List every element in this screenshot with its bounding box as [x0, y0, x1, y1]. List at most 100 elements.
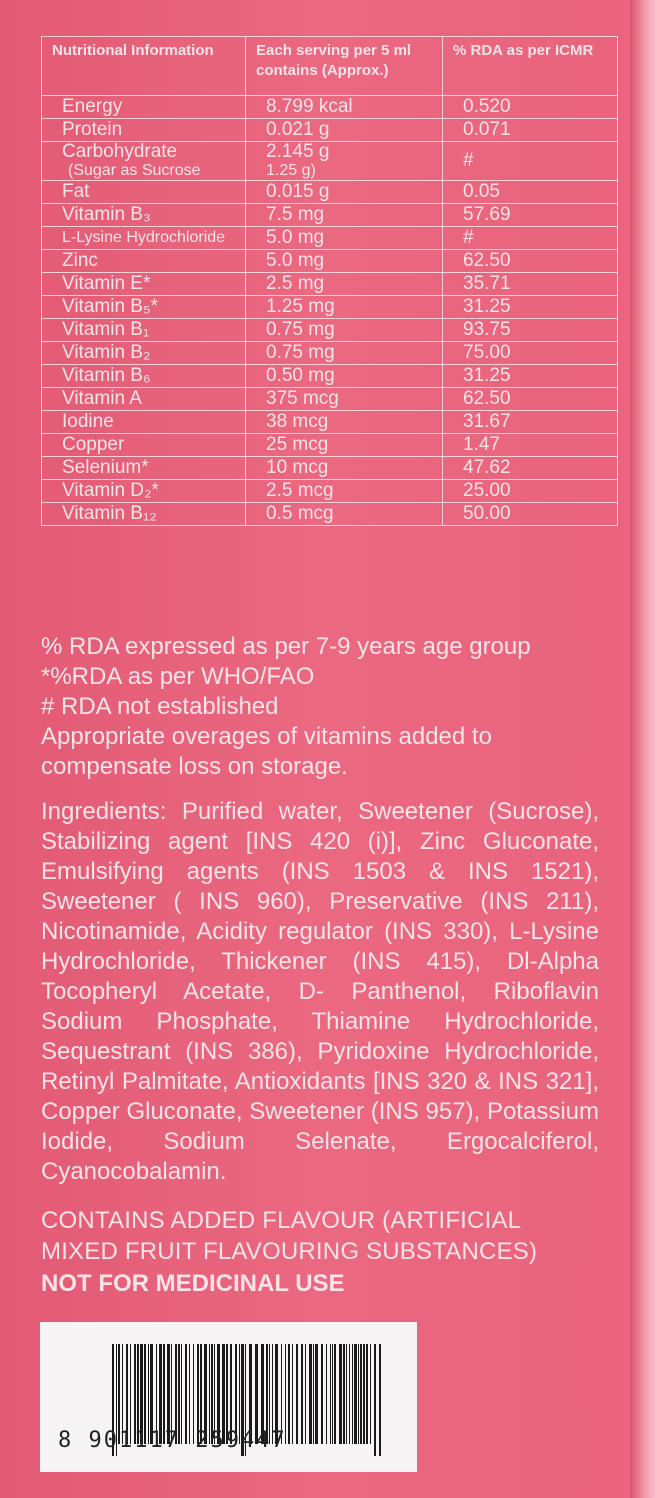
- cell-text: 2.145 g: [266, 141, 330, 162]
- nutrition-row: Vitamin B₅* 1.25 mg 31.25: [41, 295, 618, 319]
- cell-text: L-Lysine Hydrochloride: [62, 229, 226, 246]
- nutrient-rda: 0.071: [442, 118, 618, 142]
- barcode-bar: [204, 1344, 207, 1444]
- barcode-bar: [249, 1344, 252, 1444]
- barcode-bar: [330, 1344, 331, 1444]
- barcode-bar: [296, 1344, 298, 1444]
- cell-text: Vitamin B₅*: [62, 296, 159, 317]
- nutrient-amount: 0.75 mg: [245, 318, 443, 342]
- nutrient-rda: #: [442, 141, 618, 181]
- nutrient-name: Selenium*: [41, 456, 246, 480]
- barcode-bar: [217, 1344, 220, 1444]
- barcode-bar: [181, 1344, 182, 1444]
- cell-text: 0.05: [463, 181, 500, 202]
- cell-text: 0.520: [463, 96, 511, 117]
- nutrition-row: Selenium* 10 mcg 47.62: [41, 456, 618, 480]
- cell-text: Copper: [62, 434, 125, 455]
- nutrient-amount: 0.50 mg: [245, 364, 443, 388]
- nutrient-rda: 31.25: [442, 295, 618, 319]
- cell-text: 0.021 g: [266, 119, 330, 140]
- barcode-bar: [292, 1344, 293, 1444]
- nutrient-rda: 1.47: [442, 433, 618, 457]
- nutrient-amount: 5.0 mg: [245, 226, 443, 250]
- barcode-bar: [354, 1344, 357, 1444]
- nutrient-name: Energy: [41, 95, 246, 119]
- cell-text: 7.5 mg: [266, 204, 325, 225]
- barcode-bar: [313, 1344, 314, 1444]
- cell-text: Zinc: [62, 250, 98, 271]
- barcode-bar: [346, 1344, 347, 1444]
- cell-text: 75.00: [463, 342, 511, 363]
- barcode-bar: [360, 1344, 362, 1444]
- nutrient-name: Vitamin A: [41, 387, 246, 411]
- cell-text: 2.5 mg: [266, 273, 325, 294]
- ingredients-text: Ingredients: Purified water, Sweetener (…: [41, 798, 599, 1185]
- nutrition-row: Vitamin B₁ 0.75 mg 93.75: [41, 318, 618, 342]
- cell-text: 25.00: [463, 480, 511, 501]
- nutrient-rda: 0.05: [442, 180, 618, 204]
- barcode-bar: [226, 1344, 228, 1444]
- barcode-bar: [130, 1344, 131, 1444]
- barcode-bar: [148, 1344, 149, 1444]
- nutrition-row: Vitamin E* 2.5 mg 35.71: [41, 272, 618, 296]
- nutrient-amount: 10 mcg: [245, 456, 443, 480]
- cell-text: 25 mcg: [266, 434, 329, 455]
- nutrition-row: Carbohydrate (Sugar as Sucrose 2.145 g 1.25…: [41, 141, 618, 181]
- header-nutritional-information: Nutritional Information: [41, 36, 246, 96]
- cell-text: Vitamin D₂*: [62, 480, 159, 501]
- cell-text: 47.62: [463, 457, 511, 478]
- barcode-bar: [175, 1344, 177, 1444]
- barcode-bar: [315, 1344, 318, 1444]
- nutrient-rda: 75.00: [442, 341, 618, 365]
- barcode-bar: [230, 1344, 232, 1444]
- barcode-bar: [126, 1344, 128, 1444]
- nutrient-rda: 50.00: [442, 502, 618, 526]
- cell-text: Vitamin B₆: [62, 365, 151, 386]
- barcode-bar: [239, 1344, 240, 1444]
- nutrient-name: Copper: [41, 433, 246, 457]
- cell-subtext: (Sugar as Sucrose: [68, 162, 201, 179]
- barcode-bar: [137, 1344, 139, 1444]
- cell-text: 5.0 mg: [266, 250, 325, 271]
- barcode-bar: [156, 1344, 157, 1444]
- nutrition-row: Vitamin B₂ 0.75 mg 75.00: [41, 341, 618, 365]
- cell-text: 1.47: [463, 434, 500, 455]
- nutrition-row: Vitamin B₆ 0.50 mg 31.25: [41, 364, 618, 388]
- barcode-bar: [171, 1344, 172, 1444]
- nutrient-amount: 2.5 mcg: [245, 479, 443, 503]
- cell-text: 31.25: [463, 365, 511, 386]
- cell-text: 8.799 kcal: [266, 96, 353, 117]
- barcode-bar: [112, 1344, 114, 1456]
- note-age-group: % RDA expressed as per 7-9 years age gro…: [41, 633, 531, 660]
- barcode-bar: [140, 1344, 143, 1444]
- note-not-established: # RDA not established: [41, 693, 279, 720]
- barcode-bar: [305, 1344, 306, 1444]
- nutrient-name: Carbohydrate (Sugar as Sucrose: [41, 141, 246, 181]
- nutrition-table-header: Nutritional Information Each serving per…: [41, 36, 618, 96]
- nutrient-rda: 62.50: [442, 387, 618, 411]
- barcode-bar: [288, 1344, 290, 1444]
- nutrient-rda: 93.75: [442, 318, 618, 342]
- nutrient-name: Iodine: [41, 410, 246, 434]
- cell-text: 2.5 mcg: [266, 480, 334, 501]
- nutrient-amount: 25 mcg: [245, 433, 443, 457]
- barcode-bar: [366, 1344, 368, 1444]
- nutrient-name: Protein: [41, 118, 246, 142]
- nutrient-rda: 47.62: [442, 456, 618, 480]
- barcode-bar: [321, 1344, 323, 1444]
- nutrient-name: Vitamin E*: [41, 272, 246, 296]
- nutrient-rda: 62.50: [442, 249, 618, 273]
- nutrient-name: Vitamin D₂*: [41, 479, 246, 503]
- barcode-bar: [241, 1344, 244, 1456]
- nutrition-row: L-Lysine Hydrochloride 5.0 mg #: [41, 226, 618, 250]
- nutrient-name: Zinc: [41, 249, 246, 273]
- nutrition-row: Vitamin B₁₂ 0.5 mcg 50.00: [41, 502, 618, 526]
- cell-text: #: [463, 150, 474, 171]
- nutrient-amount: 2.5 mg: [245, 272, 443, 296]
- barcode-bar: [211, 1344, 213, 1444]
- nutrition-table: Nutritional Information Each serving per…: [41, 36, 618, 526]
- barcode-bar: [352, 1344, 353, 1444]
- cell-text: 62.50: [463, 250, 511, 271]
- barcode-bar: [269, 1344, 270, 1444]
- nutrient-rda: 0.520: [442, 95, 618, 119]
